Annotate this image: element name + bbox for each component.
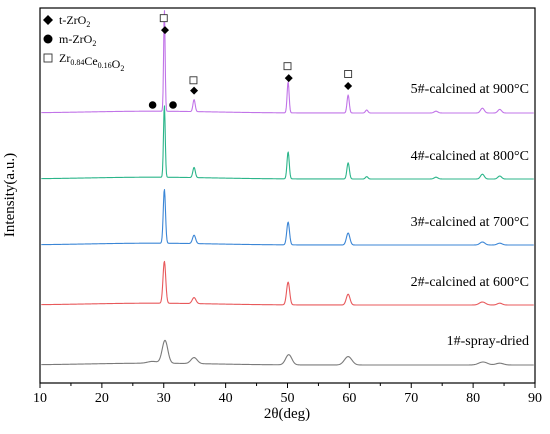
- legend-diamond-icon: [43, 15, 53, 25]
- series-line: [41, 105, 534, 180]
- diamond-marker: [344, 81, 353, 90]
- peak-markers: [148, 14, 353, 109]
- legend-label: Zr0.84Ce0.16O2: [59, 51, 124, 73]
- plot-frame: [39, 7, 536, 384]
- series-label: 5#-calcined at 900°C: [411, 82, 529, 97]
- series-line: [41, 339, 534, 366]
- series-label: 2#-calcined at 600°C: [411, 275, 529, 290]
- legend: t-ZrO2 m-ZrO2 Zr0.84Ce0.16O2: [43, 13, 124, 73]
- series-label: 1#-spray-dried: [447, 334, 529, 349]
- diamond-marker: [190, 86, 199, 95]
- legend-square-icon: [43, 53, 53, 63]
- square-marker: [344, 70, 353, 78]
- x-tick-label: 40: [219, 391, 233, 406]
- legend-label: m-ZrO2: [59, 32, 96, 48]
- square-marker: [159, 14, 168, 23]
- plot-area: [39, 7, 536, 384]
- circle-marker: [169, 101, 177, 109]
- series-labels: 1#-spray-dried 2#-calcined at 600°C 3#-cal…: [411, 82, 529, 349]
- legend-label: t-ZrO2: [59, 13, 90, 29]
- x-axis-title: 2θ(deg): [264, 406, 310, 422]
- series-traces: [41, 10, 534, 366]
- x-tick-label: 10: [33, 391, 47, 406]
- legend-circle-icon: [43, 34, 53, 44]
- square-marker: [189, 76, 198, 85]
- x-tick-label: 30: [157, 391, 171, 406]
- series-label: 3#-calcined at 700°C: [411, 215, 529, 230]
- series-line: [41, 189, 534, 246]
- square-marker: [283, 62, 292, 71]
- y-axis-title: Intensity(a.u.): [2, 153, 18, 237]
- x-tick-label: 80: [466, 391, 480, 406]
- x-tick-label: 70: [404, 391, 418, 406]
- x-tick-label: 50: [281, 391, 295, 406]
- x-tick-label: 60: [342, 391, 356, 406]
- x-tick-label: 20: [95, 391, 109, 406]
- diamond-marker: [160, 26, 169, 35]
- x-axis-ticks: 10 20 30 40 50 60 70 80 90: [33, 383, 542, 406]
- diamond-marker: [284, 74, 293, 83]
- series-line: [41, 260, 534, 306]
- x-tick-label: 90: [528, 391, 542, 406]
- circle-marker: [148, 101, 157, 109]
- series-label: 4#-calcined at 800°C: [411, 149, 529, 164]
- series-line: [41, 10, 534, 114]
